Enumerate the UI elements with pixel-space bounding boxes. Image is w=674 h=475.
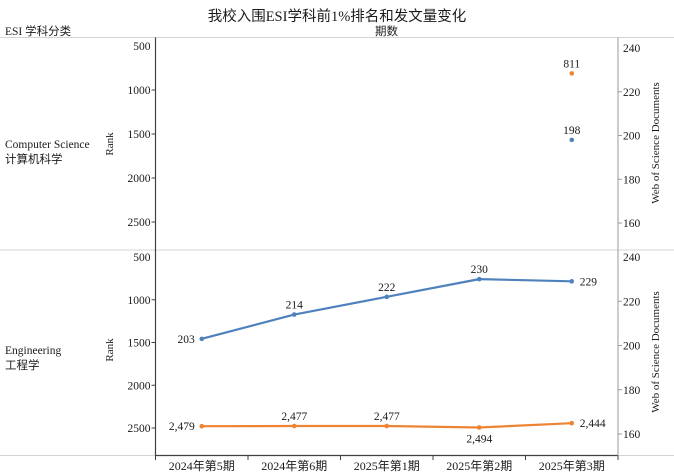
documents-data-label: 214 — [286, 300, 304, 312]
y-tick-label-right: 220 — [623, 296, 641, 308]
rank-data-label: 2,477 — [281, 411, 307, 423]
y-tick-label-left: 500 — [133, 41, 151, 53]
y-tick-label-right: 160 — [623, 218, 641, 230]
documents-data-label: 229 — [580, 276, 598, 288]
rank-series-point — [569, 71, 575, 76]
rank-data-label: 2,444 — [580, 418, 606, 430]
panel-name-en: Computer Science — [5, 139, 90, 151]
y-tick-label-left: 500 — [133, 252, 151, 264]
panel-label-computer-science: Computer Science 计算机科学 — [5, 138, 90, 168]
rank-data-label: 811 — [563, 58, 580, 70]
rank-series-point — [569, 420, 575, 426]
y-tick-label-right: 240 — [623, 43, 641, 55]
documents-series-point — [199, 336, 205, 342]
y-tick-label-right: 160 — [623, 429, 641, 441]
y-tick-label-right: 200 — [623, 131, 641, 143]
panel-name-zh: 工程学 — [5, 360, 40, 372]
documents-series-point — [476, 276, 482, 282]
y-tick-label-right: 200 — [623, 341, 641, 353]
x-axis-title: 期数 — [375, 26, 398, 38]
y-tick-label-right: 180 — [623, 174, 641, 186]
y-tick-label-left: 1000 — [128, 295, 151, 307]
documents-data-label: 230 — [471, 264, 489, 276]
documents-data-label: 198 — [563, 125, 581, 137]
y-tick-label-left: 2500 — [128, 423, 151, 435]
rank-data-label: 2,477 — [374, 411, 400, 423]
y-tick-label-left: 2500 — [128, 217, 151, 229]
panel-label-engineering: Engineering 工程学 — [5, 344, 61, 374]
documents-series-point — [569, 137, 575, 143]
rank-series-point — [476, 425, 482, 430]
rank-data-label: 2,479 — [169, 421, 195, 433]
y-tick-label-left: 2000 — [128, 173, 151, 185]
y-tick-label-right: 180 — [623, 385, 641, 397]
panel-name-en: Engineering — [5, 345, 62, 357]
documents-series-point — [384, 294, 390, 300]
rank-series-point — [291, 423, 297, 429]
y-tick-label-right: 220 — [623, 87, 641, 99]
y-tick-label-right: 240 — [623, 252, 641, 264]
rank-series-point — [199, 423, 205, 429]
documents-data-label: 203 — [178, 334, 196, 346]
documents-series-point — [569, 279, 575, 284]
row-header-label: ESI 学科分类 — [5, 26, 72, 38]
panel-name-zh: 计算机科学 — [5, 154, 63, 166]
rank-data-label: 2,494 — [466, 433, 492, 445]
x-category-label: 2025年第1期 — [354, 459, 420, 473]
x-category-label: 2024年第6期 — [261, 459, 327, 473]
documents-series-point — [291, 312, 297, 317]
x-category-label: 2025年第3期 — [539, 459, 605, 473]
x-category-label: 2025年第2期 — [446, 459, 512, 473]
x-category-label: 2024年第5期 — [169, 459, 235, 473]
chart-title: 我校入围ESI学科前1%排名和发文量变化 — [207, 9, 467, 25]
y-tick-label-left: 2000 — [128, 380, 151, 392]
y-tick-label-left: 1500 — [128, 129, 151, 141]
rank-series-point — [384, 423, 390, 429]
documents-data-label: 222 — [378, 282, 396, 294]
y-tick-label-left: 1500 — [128, 338, 151, 350]
y-tick-label-left: 1000 — [128, 85, 151, 97]
